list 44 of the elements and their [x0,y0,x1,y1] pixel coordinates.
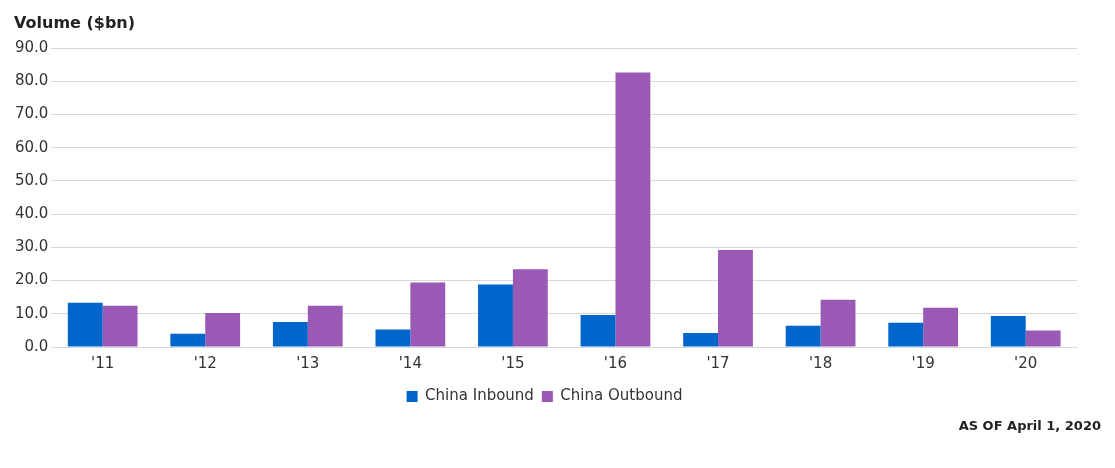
bar [410,282,446,347]
bar [923,307,959,347]
bar [272,322,308,347]
y-tick-label: 60.0 [14,137,49,156]
x-tick-label: '12 [193,353,217,372]
bar [888,322,924,347]
x-tick-label: '20 [1014,353,1038,372]
bar [785,325,821,347]
y-tick-label: 50.0 [14,170,49,189]
x-tick-label: '15 [501,353,525,372]
y-tick-label: 40.0 [14,204,49,222]
y-tick-label: 70.0 [14,104,49,123]
x-tick-label: '17 [706,353,730,372]
y-tick-label: 20.0 [14,270,49,289]
y-tick-label: 10.0 [14,303,49,322]
bar [990,316,1026,347]
bar [307,305,343,347]
bar [170,333,206,347]
bar [580,315,616,347]
text: AS OF April 1, 2020 [957,418,1102,433]
x-tick-label: '13 [296,353,320,372]
bar [1025,330,1061,347]
y-axis-title: Volume ($bn) [14,13,136,33]
y-tick-label: 80.0 [14,71,49,90]
bar [67,302,103,347]
bar [478,284,513,347]
bar [375,329,411,347]
bar [205,313,241,347]
bar [683,333,719,347]
x-tick-label: '16 [603,353,628,372]
y-tick-label: 90.0 [14,37,49,56]
legend-label: China Inbound [425,386,534,405]
x-tick-label: '11 [91,353,115,372]
bar [512,269,548,347]
bar [718,249,753,347]
x-tick-label: '19 [911,353,935,372]
bar [102,305,138,347]
x-tick-label: '18 [808,353,833,372]
bar [615,72,651,347]
bar [820,299,856,347]
x-tick-label: '14 [398,353,422,372]
y-tick-label: 0.0 [24,336,49,355]
y-tick-label: 30.0 [14,237,49,256]
legend-label: China Outbound [560,386,683,405]
